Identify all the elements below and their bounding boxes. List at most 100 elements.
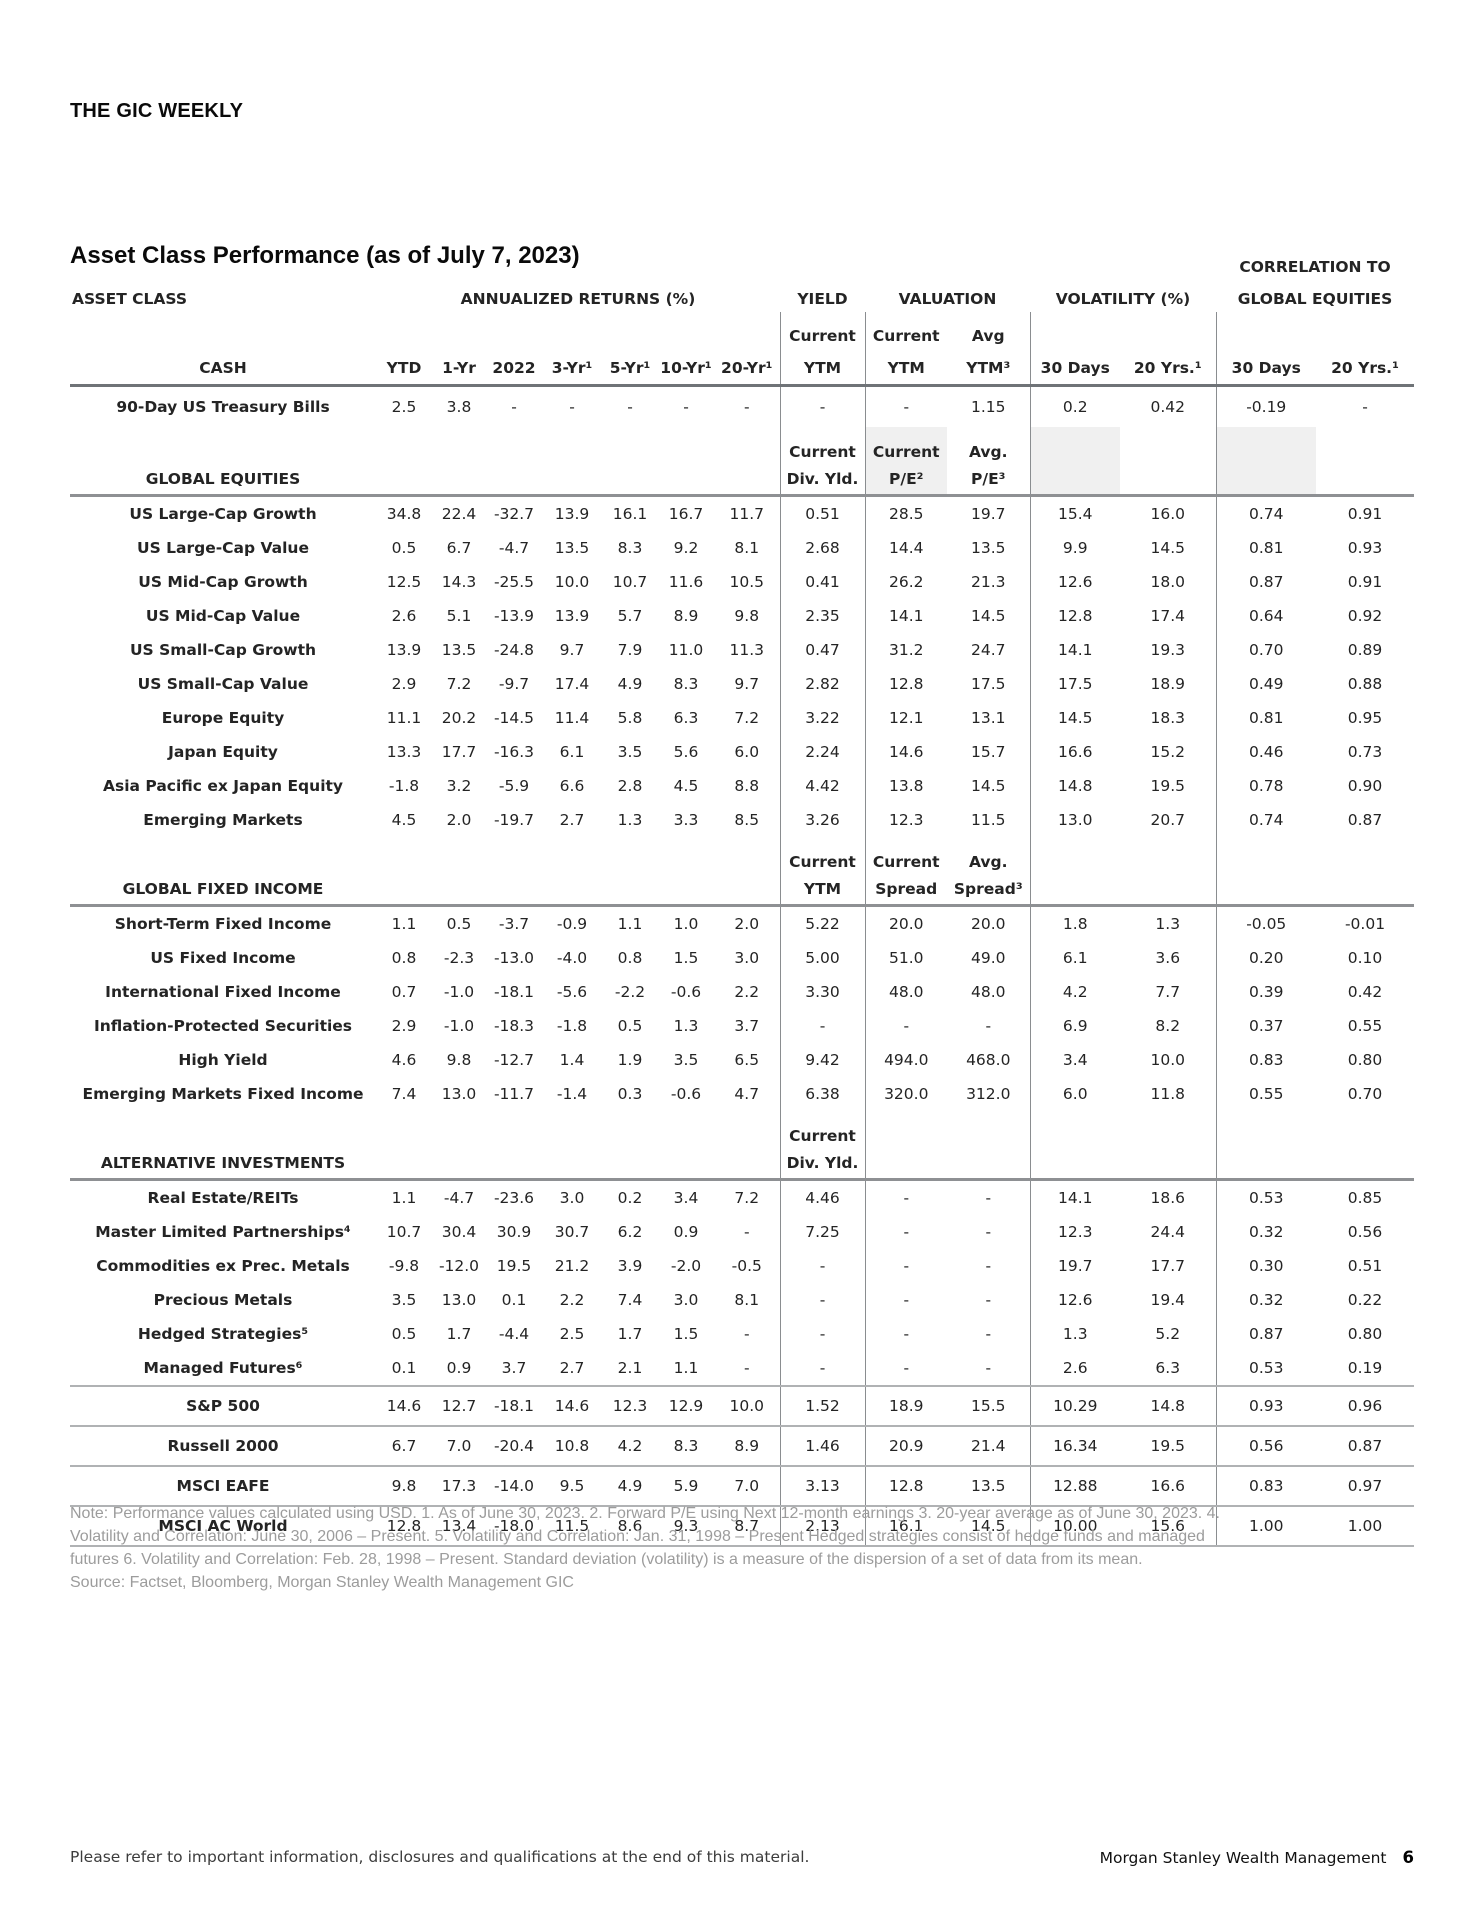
value-cell: 13.4	[432, 1506, 486, 1547]
value-cell: -	[779, 1351, 865, 1387]
value-cell: 0.83	[1215, 1466, 1316, 1507]
spacer-cell	[714, 1111, 780, 1146]
group-header-row: ASSET CLASS ANNUALIZED RETURNS (%) YIELD VA…	[70, 280, 1414, 312]
value-cell: 2.7	[542, 1351, 602, 1387]
spacer-cell	[1215, 1111, 1316, 1146]
value-cell: -1.0	[443, 1017, 475, 1035]
value-cell: 8.9	[714, 1426, 780, 1467]
value-cell: 12.5	[386, 573, 422, 591]
spacer-cell	[658, 1146, 714, 1181]
value-cell: 3.4	[673, 1189, 699, 1207]
value-cell: -2.0	[670, 1257, 702, 1275]
value-cell: 5.8	[617, 709, 643, 727]
yield-subheader: Div. Yld.	[779, 462, 865, 497]
column-header: 30 Days	[1215, 346, 1316, 387]
value-cell: 1.0	[673, 915, 699, 933]
value-cell: -	[779, 385, 865, 427]
column-header: 10-Yr¹	[658, 346, 714, 387]
annualized-returns-header: ANNUALIZED RETURNS (%)	[460, 290, 696, 308]
value-cell: 2.7	[559, 811, 585, 829]
value-cell: 0.93	[1347, 539, 1383, 557]
value-cell: 7.2	[734, 1189, 760, 1207]
value-cell: 11.5	[970, 811, 1006, 829]
value-cell: 6.2	[617, 1223, 643, 1241]
value-cell: -	[864, 1351, 947, 1387]
value-cell: 0.96	[1316, 1386, 1415, 1427]
column-header: YTM	[864, 346, 947, 387]
value-cell: 12.7	[432, 1386, 486, 1427]
spacer-cell	[432, 462, 486, 497]
value-cell: 1.52	[779, 1386, 865, 1427]
value-cell: 3.0	[734, 949, 760, 967]
value-cell: 21.2	[554, 1257, 590, 1275]
value-cell: 0.91	[1347, 505, 1383, 523]
section-label: GLOBAL EQUITIES	[70, 462, 376, 497]
value-cell: 3.0	[673, 1291, 699, 1309]
value-cell: 14.4	[864, 531, 947, 565]
value-cell: 1.7	[446, 1325, 472, 1343]
value-cell: 12.1	[864, 701, 947, 735]
correlation-group-header: CORRELATION TO	[1239, 258, 1391, 276]
valuation-subheader: Avg.	[968, 853, 1008, 871]
value-cell: 31.2	[864, 633, 947, 667]
value-cell: 1.4	[559, 1051, 585, 1069]
spacer-cell	[486, 1111, 542, 1146]
volatility-group-header: VOLATILITY (%)	[1055, 290, 1191, 308]
value-cell: 18.9	[864, 1386, 947, 1427]
valuation-subheader	[947, 1111, 1030, 1146]
column-header: 20 Yrs.¹	[1120, 346, 1216, 387]
value-cell: 10.0	[554, 573, 590, 591]
value-cell: 34.8	[386, 505, 422, 523]
value-cell: 20.0	[970, 915, 1006, 933]
value-cell: 0.42	[1347, 983, 1383, 1001]
cash-subheader-row: Current Current Avg	[70, 312, 1414, 346]
column-header: 5-Yr¹	[602, 346, 658, 387]
table-row: Commodities ex Prec. Metals -9.8 -12.0 19.5…	[70, 1249, 1414, 1283]
value-cell: 19.4	[1150, 1291, 1185, 1309]
spacer-cell	[1029, 1146, 1120, 1181]
value-cell: 2.5	[391, 398, 417, 416]
value-cell: 5.00	[779, 941, 865, 975]
table-row: Managed Futures⁶ 0.1 0.9 3.7 2.7 2.1 1.1- - - -2.…	[70, 1351, 1415, 1387]
value-cell: 1.5	[673, 1325, 699, 1343]
value-cell: -1.0	[443, 983, 475, 1001]
value-cell: 13.0	[441, 1085, 477, 1103]
value-cell: 0.74	[1215, 495, 1316, 531]
value-cell: 0.83	[1215, 1043, 1316, 1077]
value-cell: 3.4	[1029, 1043, 1120, 1077]
value-cell: 9.8	[734, 607, 760, 625]
value-cell: 10.7	[386, 1223, 422, 1241]
value-cell: 14.1	[1029, 1179, 1120, 1215]
value-cell: 13.3	[386, 743, 422, 761]
value-cell: 11.8	[1150, 1085, 1185, 1103]
value-cell: -12.7	[493, 1051, 535, 1069]
valuation-subheader	[947, 1146, 1030, 1181]
value-cell: 16.6	[1120, 1466, 1216, 1507]
value-cell: 15.4	[1029, 495, 1120, 531]
spacer-cell	[542, 312, 602, 346]
value-cell: 468.0	[966, 1051, 1011, 1069]
value-cell: 4.5	[391, 811, 417, 829]
value-cell: 7.4	[617, 1291, 643, 1309]
spacer-cell	[658, 837, 714, 872]
value-cell: -12.0	[438, 1257, 480, 1275]
spacer-cell	[486, 1146, 542, 1181]
spacer-cell	[486, 312, 542, 346]
row-label: Japan Equity	[168, 743, 278, 761]
value-cell: 1.1	[391, 915, 417, 933]
value-cell: -19.7	[493, 811, 535, 829]
table-row: US Large-Cap Growth 34.8 22.4 -32.7 13.9 16.1…	[70, 495, 1414, 531]
value-cell: 48.0	[970, 983, 1006, 1001]
value-cell: 1.1	[658, 1351, 714, 1387]
value-cell: 0.41	[779, 565, 865, 599]
value-cell: -4.7	[443, 1189, 475, 1207]
value-cell: 17.4	[1150, 607, 1185, 625]
value-cell: 1.3	[673, 1017, 699, 1035]
value-cell: 20.0	[864, 905, 947, 941]
spacer-cell	[70, 312, 376, 346]
value-cell: 14.5	[970, 777, 1006, 795]
spacer-cell	[542, 462, 602, 497]
footer-company: Morgan Stanley Wealth Management 6	[1100, 1848, 1414, 1867]
value-cell: 6.0	[734, 743, 760, 761]
